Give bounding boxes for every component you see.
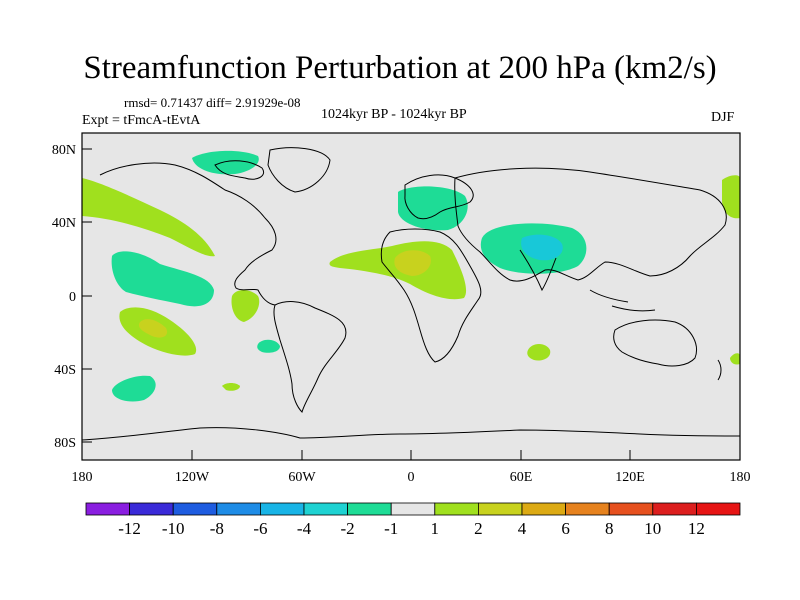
coastlines xyxy=(81,147,741,441)
colorbar-label: 1 xyxy=(431,519,440,538)
coast-australia xyxy=(613,319,697,367)
contour-europe xyxy=(398,186,468,231)
colorbar-box xyxy=(652,502,697,516)
colorbar-label: 4 xyxy=(518,519,527,538)
colorbar-label: 2 xyxy=(474,519,483,538)
contour-fills xyxy=(82,150,740,402)
lat-label: 40N xyxy=(52,216,76,231)
lon-label: 60W xyxy=(288,470,316,485)
contour-sa-south xyxy=(257,339,280,353)
lat-label: 80S xyxy=(54,436,76,451)
colorbar-box xyxy=(129,502,174,516)
contour-c-pacific xyxy=(111,251,214,307)
rmsd-diff-stats: rmsd= 0.71437 diff= 2.91929e-08 xyxy=(124,95,301,110)
colorbar-label: -1 xyxy=(384,519,398,538)
colorbar-box xyxy=(521,502,566,516)
colorbar-box xyxy=(477,502,523,516)
colorbar-label: 6 xyxy=(561,519,570,538)
tick-marks xyxy=(82,148,631,460)
colorbar-label: -8 xyxy=(210,519,224,538)
colorbar-label: -6 xyxy=(253,519,267,538)
contour-n-america xyxy=(82,178,215,257)
map-title: Streamfunction Perturbation at 200 hPa (… xyxy=(83,50,717,86)
lon-label: 180 xyxy=(730,470,751,485)
lon-label: 60E xyxy=(510,470,533,485)
contour-sa-west xyxy=(231,290,260,322)
lon-label: 120E xyxy=(615,470,645,485)
coast-india xyxy=(519,249,557,292)
season-label: DJF xyxy=(711,110,735,125)
colorbar-box xyxy=(303,502,348,516)
colorbar-box xyxy=(565,502,610,516)
coast-antarctica xyxy=(81,427,741,441)
contour-small-south xyxy=(222,383,240,391)
coast-south-america xyxy=(273,301,347,413)
colorbar-box xyxy=(390,502,436,516)
contour-s-pacific-neg xyxy=(112,375,156,402)
colorbar-box xyxy=(347,502,392,516)
coast-new-zealand xyxy=(717,359,722,381)
contour-africa-inner xyxy=(394,250,431,276)
contour-near-nz xyxy=(730,353,740,365)
coast-arctic-islands xyxy=(214,160,264,180)
coast-greenland xyxy=(267,147,331,193)
lon-label: 180 xyxy=(72,470,93,485)
colorbar-label: -2 xyxy=(341,519,355,538)
contour-indian-ocean xyxy=(527,344,551,361)
period-label: 1024kyr BP - 1024kyr BP xyxy=(321,107,467,122)
contour-asia-inner xyxy=(521,234,563,261)
colorbar-label: -4 xyxy=(297,519,312,538)
contour-pacific-east xyxy=(722,175,740,219)
coast-africa xyxy=(380,228,482,363)
lon-labels: 180 120W 60W 0 60E 120E 180 xyxy=(72,470,751,485)
lon-label: 0 xyxy=(408,470,415,485)
colorbar-box xyxy=(85,502,130,516)
colorbar-label: 10 xyxy=(644,519,661,538)
colorbar-box xyxy=(434,502,479,516)
colorbar-box xyxy=(259,502,305,516)
coast-asia xyxy=(454,167,727,282)
colorbar: -12 -10 -8 -6 -4 -2 -1 1 2 4 6 8 10 12 xyxy=(85,502,741,538)
contour-africa-outer xyxy=(329,241,467,300)
lat-label: 40S xyxy=(54,363,76,378)
colorbar-box xyxy=(608,502,654,516)
contour-greenland xyxy=(192,150,259,175)
colorbar-label: 8 xyxy=(605,519,614,538)
colorbar-box xyxy=(696,502,741,516)
coast-indonesia xyxy=(589,289,656,312)
lon-label: 120W xyxy=(175,470,210,485)
colorbar-label: 12 xyxy=(688,519,705,538)
contour-s-pacific-inner xyxy=(138,319,168,338)
colorbar-label: -10 xyxy=(162,519,185,538)
lat-label: 80N xyxy=(52,143,76,158)
coast-europe xyxy=(404,174,474,220)
colorbar-box xyxy=(172,502,218,516)
colorbar-label: -12 xyxy=(118,519,141,538)
coast-north-america xyxy=(99,162,277,306)
lat-labels: 80N 40N 0 40S 80S xyxy=(52,143,76,451)
colorbar-box xyxy=(216,502,261,516)
lat-label: 0 xyxy=(69,290,76,305)
experiment-label: Expt = tFmcA-tEvtA xyxy=(82,113,201,128)
